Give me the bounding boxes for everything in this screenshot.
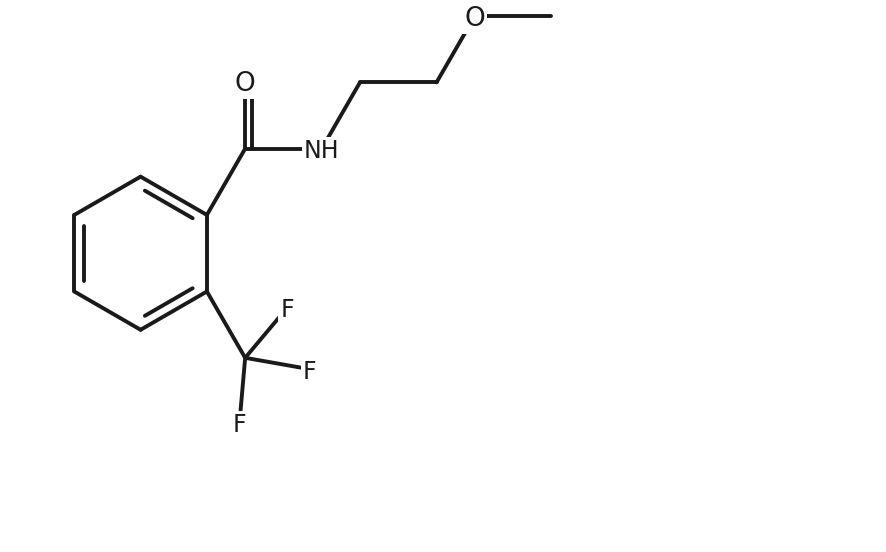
Text: F: F bbox=[280, 299, 294, 322]
Text: O: O bbox=[235, 71, 255, 97]
Text: F: F bbox=[233, 413, 246, 437]
Text: O: O bbox=[464, 6, 486, 32]
Text: NH: NH bbox=[304, 139, 339, 163]
Text: F: F bbox=[302, 359, 316, 384]
